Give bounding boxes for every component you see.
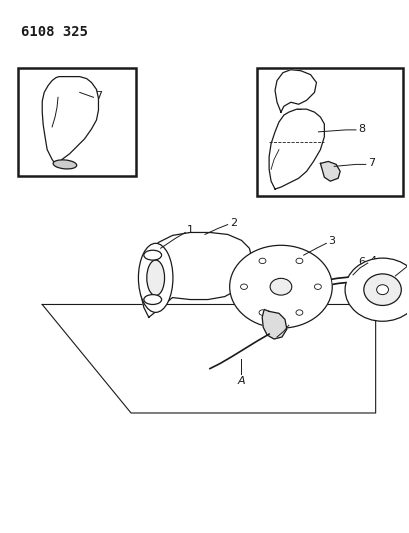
Ellipse shape [270, 278, 291, 295]
Text: A: A [237, 376, 245, 386]
Ellipse shape [295, 310, 302, 315]
Bar [18, 68, 136, 176]
Ellipse shape [376, 285, 388, 295]
Ellipse shape [229, 245, 331, 328]
Polygon shape [268, 109, 324, 189]
Text: 8: 8 [357, 124, 364, 134]
Ellipse shape [363, 274, 400, 305]
Polygon shape [274, 70, 316, 112]
Text: 2: 2 [229, 217, 236, 228]
Ellipse shape [53, 160, 76, 169]
Polygon shape [42, 304, 375, 413]
Ellipse shape [144, 295, 161, 304]
Text: 5: 5 [290, 318, 297, 328]
Ellipse shape [240, 284, 247, 289]
Ellipse shape [258, 310, 265, 315]
Ellipse shape [144, 250, 161, 260]
Bar [257, 68, 402, 196]
Text: 6: 6 [357, 257, 364, 267]
Polygon shape [319, 161, 339, 181]
Polygon shape [262, 310, 286, 339]
Ellipse shape [314, 284, 321, 289]
Text: 7: 7 [367, 158, 374, 168]
Text: 6108 325: 6108 325 [20, 25, 87, 39]
Ellipse shape [146, 260, 164, 296]
Text: 3: 3 [328, 236, 335, 246]
Text: 4: 4 [369, 256, 376, 266]
Ellipse shape [258, 258, 265, 264]
Polygon shape [141, 232, 252, 317]
Ellipse shape [344, 258, 409, 321]
Ellipse shape [295, 258, 302, 264]
Text: 1: 1 [187, 225, 194, 236]
Ellipse shape [138, 244, 173, 312]
Polygon shape [42, 77, 98, 166]
Text: 7: 7 [95, 91, 102, 101]
